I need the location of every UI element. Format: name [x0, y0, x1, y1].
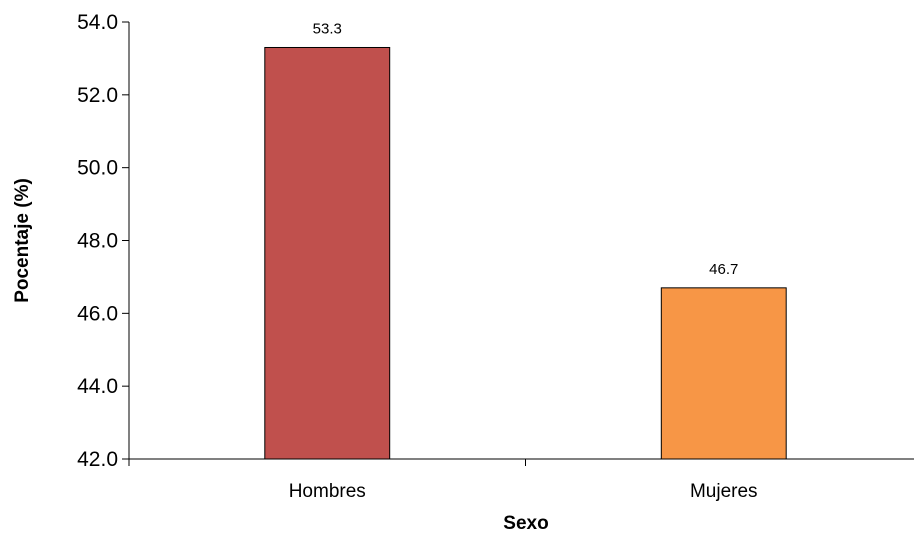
- y-tick-label: 48.0: [77, 230, 118, 253]
- y-tick-label: 52.0: [77, 84, 118, 107]
- data-label: 53.3: [313, 20, 342, 37]
- x-tick-label: Mujeres: [690, 481, 758, 502]
- bar-hombres: [264, 46, 391, 460]
- x-axis-ticks: Hombres Mujeres: [128, 459, 758, 502]
- y-tick-label: 44.0: [77, 375, 118, 398]
- y-tick-label: 42.0: [77, 448, 118, 471]
- y-tick-label: 50.0: [77, 157, 118, 180]
- x-tick-label: Hombres: [289, 481, 366, 502]
- y-axis-title: Pocentaje (%): [12, 178, 33, 303]
- bar-mujeres: [660, 287, 787, 460]
- data-labels: 53.3 46.7: [313, 20, 739, 277]
- data-label: 46.7: [709, 261, 738, 278]
- x-axis-title: Sexo: [503, 513, 548, 533]
- y-tick-label: 54.0: [77, 11, 118, 34]
- bars: [264, 46, 787, 460]
- y-axis-ticks: 42.0 44.0 46.0 48.0 50.0 52.0 54.0: [77, 11, 129, 471]
- y-tick-label: 46.0: [77, 302, 118, 325]
